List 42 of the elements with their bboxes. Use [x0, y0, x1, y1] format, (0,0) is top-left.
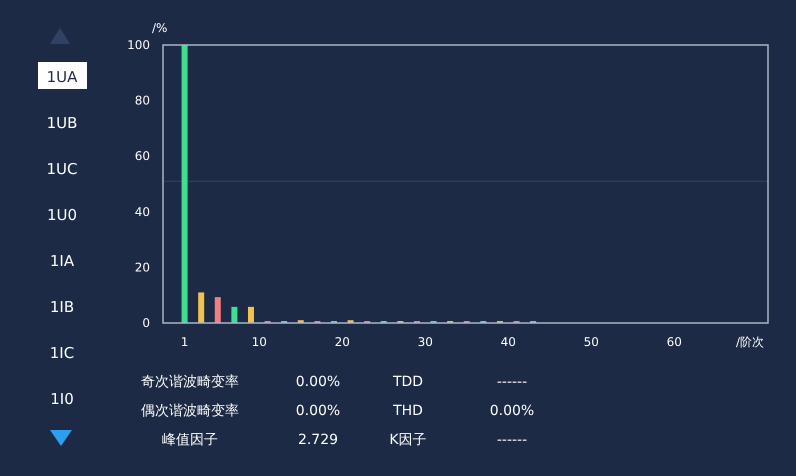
y-tick-label: 60	[134, 149, 150, 164]
text: 1IC	[50, 344, 74, 362]
bar	[298, 320, 304, 323]
text: 奇次谐波畸变率	[141, 374, 239, 390]
text: 峰值因子	[162, 432, 218, 448]
x-tick-label: 60	[666, 335, 682, 349]
bar	[214, 297, 221, 323]
text: 1UB	[46, 114, 78, 132]
bar	[231, 306, 238, 323]
y-tick-label: 40	[134, 204, 150, 219]
y-axis-title: /%	[152, 21, 168, 35]
x-tick-label: 1	[180, 335, 188, 349]
bar	[198, 292, 204, 323]
text: 0.00%	[296, 374, 340, 390]
x-tick-label: 20	[334, 335, 350, 349]
text: 2.729	[298, 432, 338, 448]
text: ------	[496, 374, 528, 390]
text: 1I0	[50, 390, 74, 408]
x-tick-label: 50	[584, 335, 599, 349]
text: THD	[392, 403, 423, 419]
x-tick-label: 40	[500, 335, 516, 349]
text: 偶次谐波畸变率	[141, 403, 239, 419]
y-tick-label: 80	[134, 94, 150, 108]
text: 0.00%	[490, 403, 534, 419]
y-tick-label: 100	[127, 38, 150, 52]
bar	[348, 320, 354, 323]
x-axis-title: /阶次	[736, 335, 764, 349]
text: 0.00%	[296, 403, 340, 419]
text: 1UC	[46, 160, 78, 178]
text: 1U0	[46, 206, 78, 224]
bar	[248, 306, 254, 323]
text: TDD	[392, 374, 424, 390]
y-tick-label: 0	[142, 316, 150, 330]
bar	[182, 45, 188, 323]
text: ------	[496, 432, 528, 448]
y-tick-label: 20	[134, 260, 150, 274]
text: K因子	[389, 432, 427, 448]
text: 1UA	[46, 68, 78, 86]
text: 1IA	[50, 252, 75, 270]
x-tick-label: 30	[418, 335, 433, 349]
x-tick-label: 10	[252, 335, 267, 349]
text: 1IB	[50, 298, 74, 316]
